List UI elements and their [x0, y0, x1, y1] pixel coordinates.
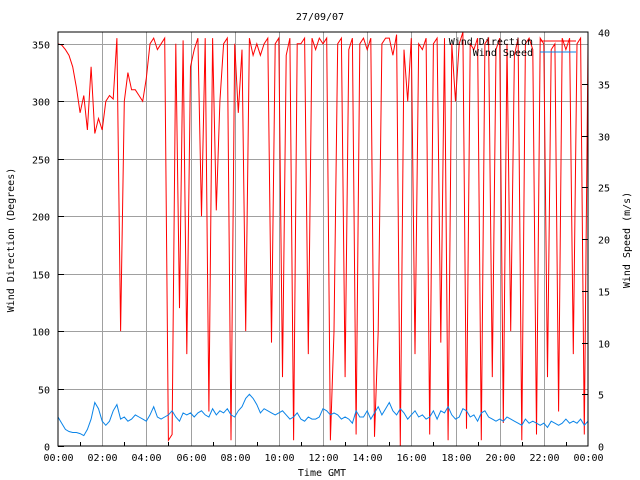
y2-tick-label: 40 [598, 29, 610, 40]
x-tick-label: 20:00 [485, 453, 515, 464]
y-axis-label: Wind Direction (Degrees) [6, 168, 17, 313]
y2-tick-label: 20 [598, 236, 610, 247]
x-tick-label: 04:00 [131, 453, 161, 464]
y2-tick-label: 5 [598, 391, 604, 402]
y2-tick-label: 15 [598, 288, 610, 299]
left-axis-ticks: 0 50 100 150 200 250 300 350 [32, 41, 64, 454]
chart-title: 27/09/07 [296, 12, 344, 23]
x-axis-label: Time GMT [298, 468, 346, 479]
x-tick-label: 00:00 [573, 453, 603, 464]
y-tick-label: 250 [32, 156, 50, 167]
series-line-wind-speed [57, 393, 589, 437]
series-group [57, 32, 589, 447]
y-tick-label: 350 [32, 41, 50, 52]
y-tick-label: 300 [32, 98, 50, 109]
legend-label-wind-direction: Wind Direction [449, 37, 533, 48]
series-line-wind-direction [57, 32, 589, 447]
y-tick-label: 100 [32, 328, 50, 339]
x-tick-label: 02:00 [87, 453, 117, 464]
x-tick-label: 10:00 [264, 453, 294, 464]
y-tick-label: 50 [38, 386, 50, 397]
y2-tick-label: 0 [598, 443, 604, 454]
x-tick-label: 00:00 [43, 453, 73, 464]
x-tick-label: 12:00 [308, 453, 338, 464]
y-tick-label: 200 [32, 213, 50, 224]
y2-axis-label: Wind Speed (m/s) [622, 192, 633, 288]
y-tick-label: 0 [44, 443, 50, 454]
x-tick-label: 06:00 [176, 453, 206, 464]
x-axis-ticks: 00:00 02:00 04:00 06:00 08:00 10:00 12:00 14:00… [43, 442, 604, 464]
x-tick-label: 16:00 [396, 453, 426, 464]
legend: Wind Direction Wind Speed [449, 37, 576, 59]
x-tick-label: 22:00 [529, 453, 559, 464]
legend-label-wind-speed: Wind Speed [473, 48, 533, 59]
y2-tick-label: 25 [598, 184, 610, 195]
y-tick-label: 150 [32, 271, 50, 282]
right-axis-ticks: 0 5 10 15 20 25 30 35 40 [582, 29, 610, 454]
y2-tick-label: 35 [598, 81, 610, 92]
x-tick-label: 14:00 [352, 453, 382, 464]
x-tick-label: 08:00 [220, 453, 250, 464]
x-tick-label: 18:00 [441, 453, 471, 464]
y2-tick-label: 30 [598, 133, 610, 144]
y2-tick-label: 10 [598, 340, 610, 351]
